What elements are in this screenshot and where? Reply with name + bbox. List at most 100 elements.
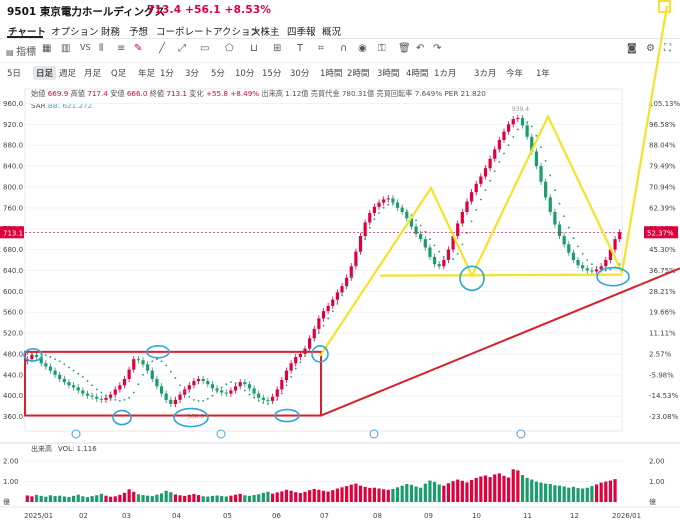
sar-dot — [317, 332, 320, 334]
x-tick-label: 2026/01 — [612, 512, 641, 520]
redo-icon[interactable]: ↷ — [433, 43, 442, 54]
brush-icon[interactable]: ╱ — [159, 43, 166, 54]
volume-bar — [331, 490, 335, 502]
period-11[interactable]: 30分 — [290, 69, 310, 79]
period-8[interactable]: 5分 — [211, 69, 225, 79]
period-19[interactable]: 1年 — [536, 69, 550, 79]
candle-body — [30, 354, 34, 360]
pct-tick-label: -5.98% — [649, 371, 674, 379]
period-6[interactable]: 1分 — [160, 69, 174, 79]
sar-dot — [604, 269, 607, 272]
indicator-button[interactable]: ▤ 指標 — [6, 47, 37, 58]
sar-dot — [535, 134, 538, 137]
fullscreen-icon[interactable]: ⛶ — [664, 43, 671, 54]
shape-tool-icon[interactable]: ▭ — [200, 43, 210, 54]
sar-dot — [373, 218, 376, 221]
volume-bar — [414, 486, 418, 502]
settings-icon[interactable]: ⚙ — [646, 43, 655, 54]
sar-dot — [461, 243, 464, 246]
period-1[interactable]: 日足 — [33, 66, 57, 80]
event-marker — [71, 429, 81, 439]
text-tool-icon[interactable]: T — [297, 43, 304, 54]
tab-overview[interactable]: 概況 — [322, 27, 342, 38]
candle-body — [178, 394, 182, 400]
candle-body — [76, 387, 80, 391]
magnet-icon[interactable]: ∩ — [340, 43, 348, 54]
text-icon[interactable]: ≡ — [117, 43, 126, 54]
fib-icon[interactable]: ⊞ — [273, 43, 282, 54]
volume-bar — [604, 481, 608, 502]
volume-bar — [497, 473, 501, 502]
ruler-icon[interactable]: ⌗ — [318, 43, 324, 54]
sar-dot — [267, 403, 269, 405]
tab-shikiho[interactable]: 四季報 — [287, 27, 316, 38]
period-17[interactable]: 3カ月 — [474, 69, 497, 79]
sar-dot — [197, 400, 200, 402]
period-16[interactable]: 1カ月 — [434, 69, 457, 79]
period-3[interactable]: 月足 — [84, 69, 102, 79]
candle-body — [377, 202, 381, 207]
trash-icon[interactable]: 🗑 — [398, 43, 411, 54]
period-10[interactable]: 15分 — [262, 69, 282, 79]
pen-icon[interactable]: ✎ — [134, 43, 143, 54]
volume-bar — [326, 491, 330, 502]
volume-bar — [368, 487, 372, 502]
vs-button[interactable]: VS — [80, 43, 91, 52]
volume-bar — [141, 495, 145, 502]
polygon-icon[interactable]: ⬠ — [225, 43, 234, 54]
layout-icon[interactable]: ▦ — [42, 43, 52, 54]
sar-dot — [438, 250, 441, 253]
period-0[interactable]: 5日 — [7, 69, 21, 79]
volume-bar — [30, 496, 34, 502]
period-18[interactable]: 今年 — [506, 69, 524, 79]
pct-tick-label: 79.49% — [649, 163, 676, 171]
eye-icon[interactable]: ◉ — [358, 43, 367, 54]
tab-corporate-action[interactable]: コーポレートアクション — [156, 27, 261, 38]
candle-body — [294, 357, 298, 364]
tab-option[interactable]: オプション — [51, 27, 99, 38]
sar-dot — [105, 394, 107, 397]
period-7[interactable]: 3分 — [185, 69, 199, 79]
measure-icon[interactable]: ⊔ — [250, 43, 258, 54]
volume-bar — [377, 488, 381, 502]
tab-major-holders[interactable]: 大株主 — [251, 27, 280, 38]
period-9[interactable]: 10分 — [235, 69, 255, 79]
compare-icon[interactable]: ⫴ — [99, 43, 104, 54]
candle-body — [266, 399, 270, 401]
sar-dot — [595, 266, 598, 269]
period-14[interactable]: 3時間 — [377, 69, 400, 79]
lock-icon[interactable]: ⚿ — [378, 43, 386, 54]
period-13[interactable]: 2時間 — [347, 69, 370, 79]
tab-chart[interactable]: チャート — [8, 27, 46, 38]
candle-body — [159, 386, 164, 394]
volume-bar — [25, 495, 29, 502]
period-15[interactable]: 4時間 — [406, 69, 429, 79]
undo-icon[interactable]: ↶ — [416, 43, 425, 54]
volume-bar — [210, 495, 215, 502]
sar-dot — [313, 339, 316, 342]
candle-body — [99, 398, 103, 400]
tab-forecast[interactable]: 予想 — [129, 27, 149, 38]
volume-unit-label: 億 — [3, 497, 10, 506]
volume-bar — [39, 495, 43, 502]
x-tick-label: 07 — [320, 512, 329, 520]
volume-bar — [192, 494, 196, 502]
sar-dot — [503, 152, 505, 155]
volume-bar — [340, 487, 344, 502]
period-4[interactable]: Q足 — [111, 69, 127, 79]
sar-dot — [137, 383, 140, 386]
period-12[interactable]: 1時間 — [320, 69, 343, 79]
grid-icon[interactable]: ▥ — [61, 43, 71, 54]
volume-bar — [67, 496, 71, 502]
sar-dot — [401, 206, 404, 209]
candle-body — [590, 270, 594, 272]
candle-body — [122, 378, 127, 386]
candle-body — [604, 260, 608, 267]
camera-icon[interactable]: ◙ — [627, 43, 637, 54]
period-2[interactable]: 週足 — [59, 69, 77, 79]
tab-financial[interactable]: 財務 — [101, 27, 121, 38]
line-tool-icon[interactable]: ⤢ — [178, 43, 186, 54]
period-5[interactable]: 年足 — [138, 69, 156, 79]
sar-dot — [322, 324, 325, 327]
